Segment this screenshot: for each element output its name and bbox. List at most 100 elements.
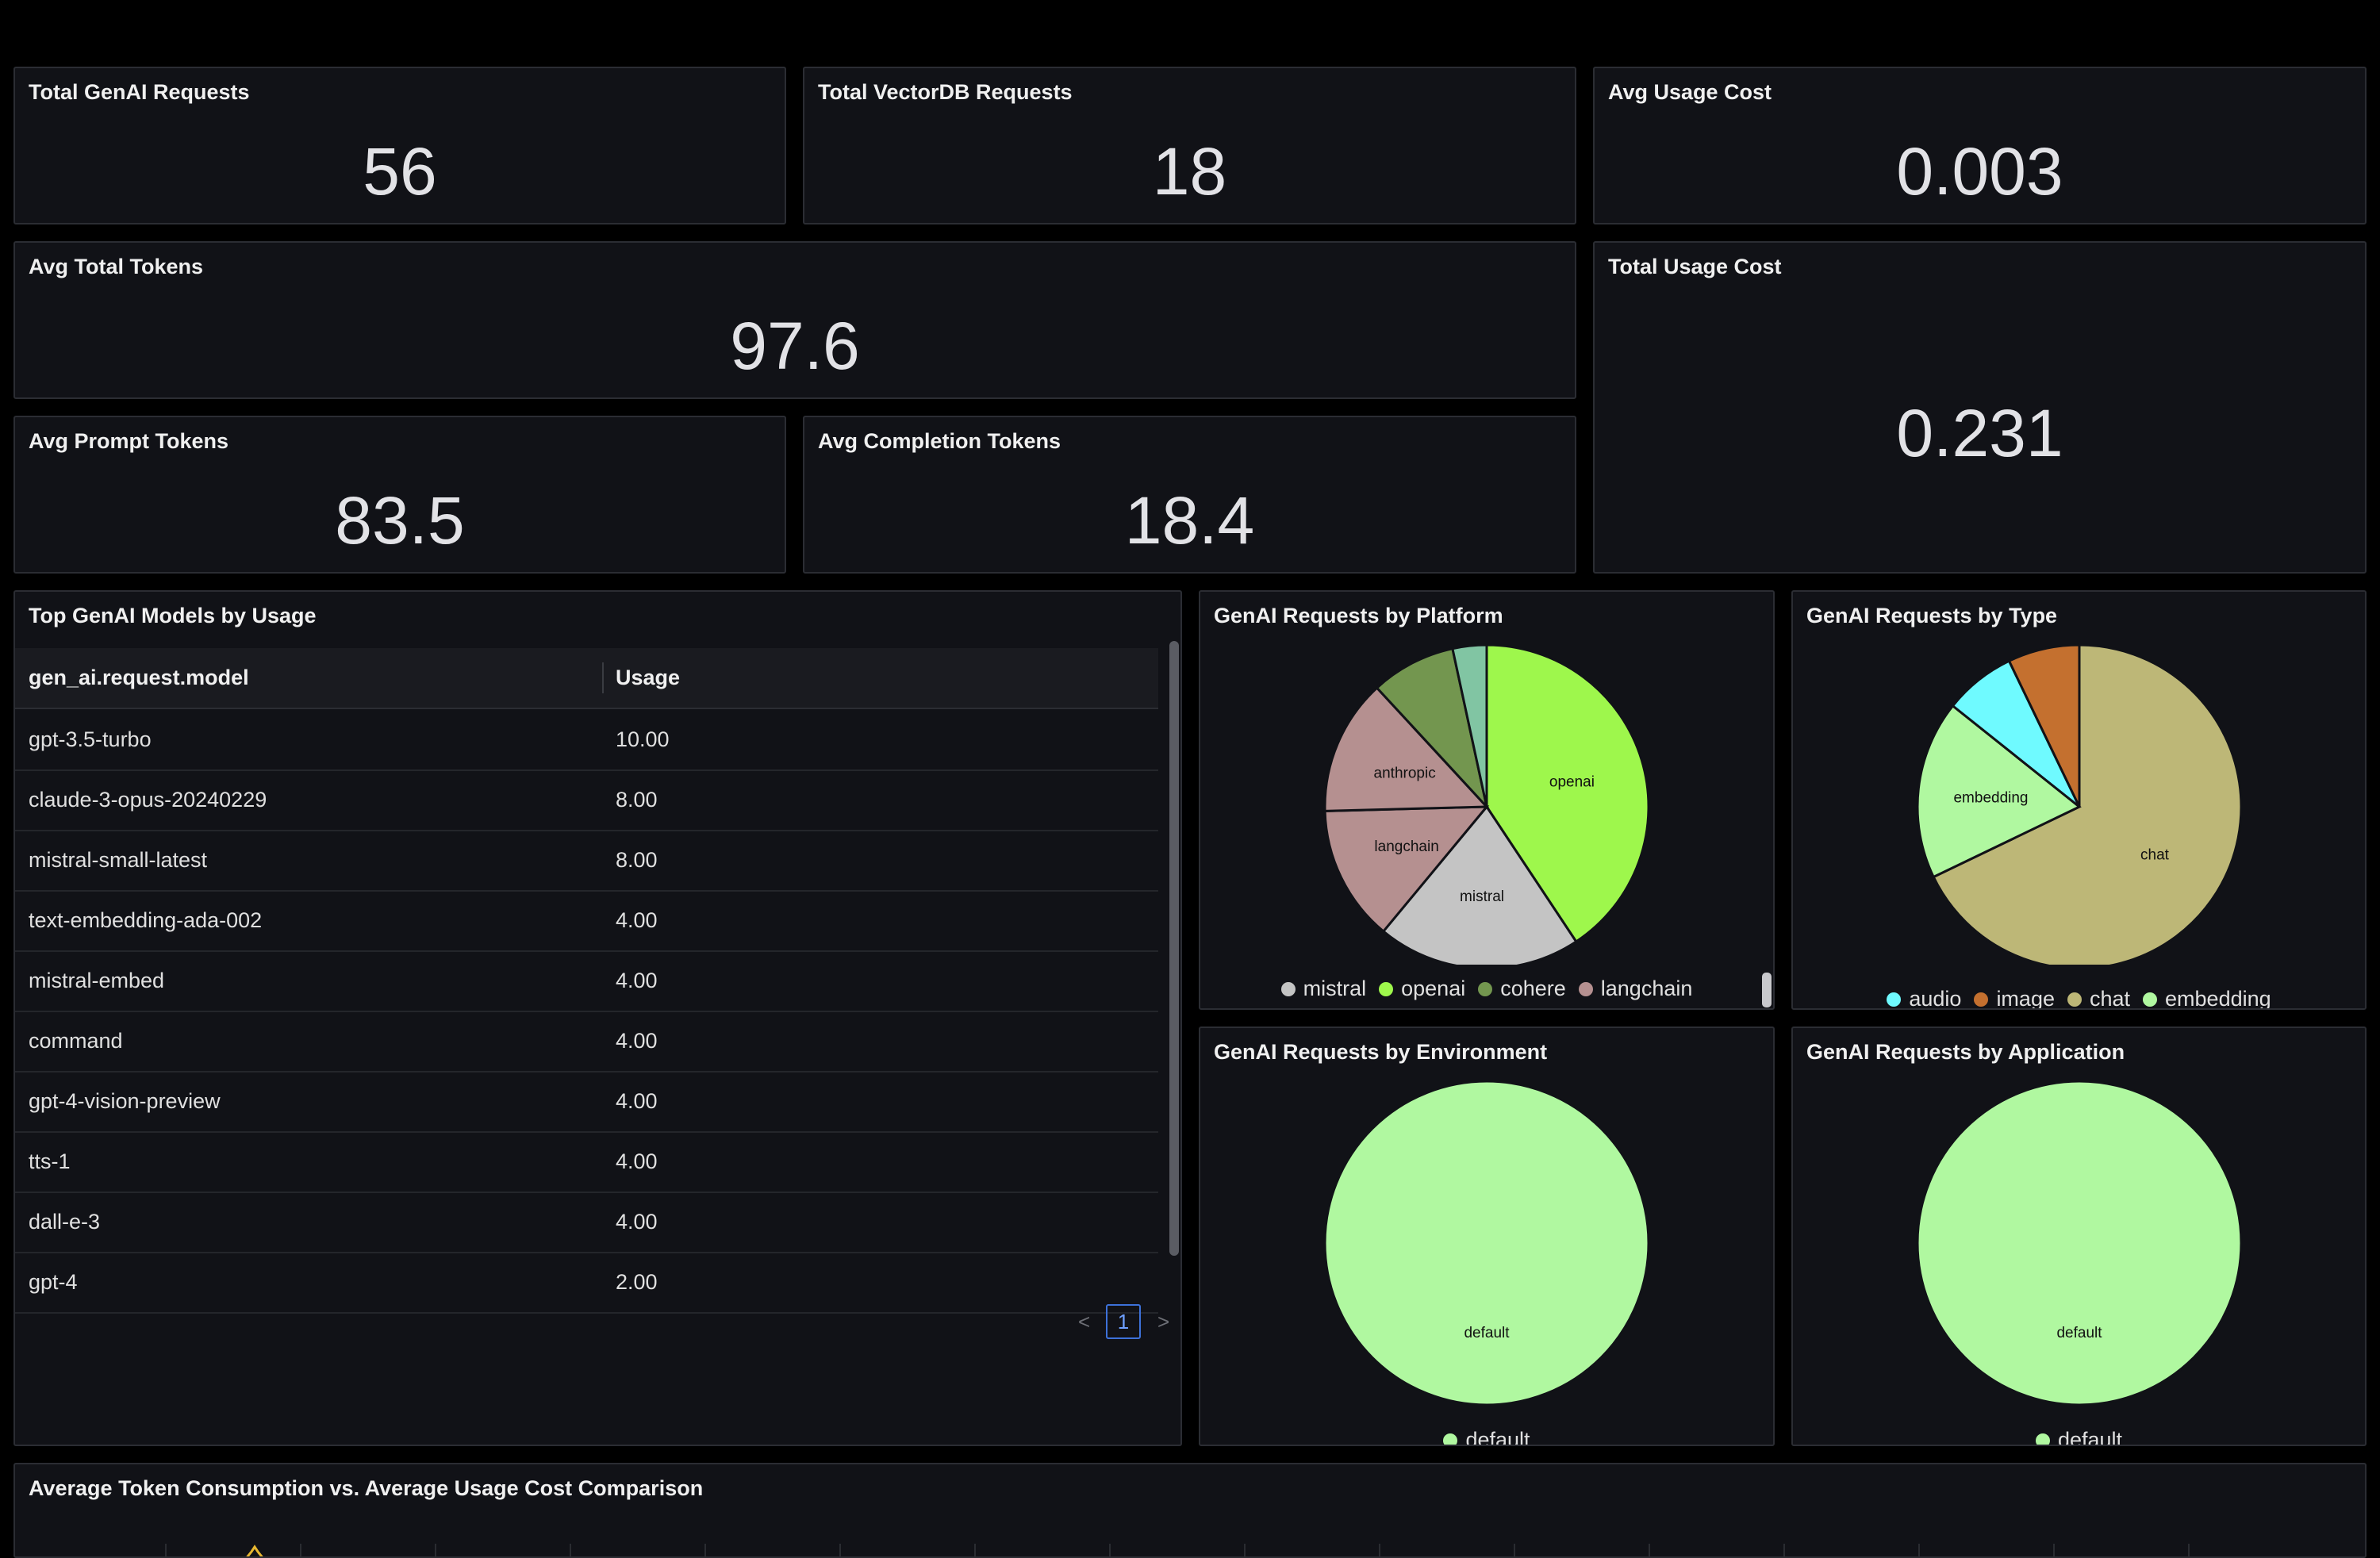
table-row[interactable]: command 4.00	[15, 1011, 1158, 1073]
legend-dot-icon	[1974, 992, 1989, 1007]
legend-dot-icon	[1379, 982, 1394, 996]
legend-item-cohere[interactable]: cohere	[1478, 977, 1566, 1001]
pie-slice-default[interactable]	[1323, 1080, 1650, 1406]
pie-slice-image[interactable]	[2007, 643, 2081, 808]
legend-item-default[interactable]: default	[2035, 1428, 2123, 1446]
cell-usage: 2.00	[616, 1270, 658, 1294]
cell-usage: 10.00	[616, 727, 670, 751]
pie-slice-other[interactable]	[1451, 643, 1488, 808]
pagination-prev-button[interactable]: <	[1078, 1310, 1091, 1334]
cell-usage: 4.00	[616, 1029, 658, 1053]
models-table: gen_ai.request.model Usage gpt-3.5-turbo…	[15, 648, 1158, 1346]
stat-panel-total-usage-cost: Total Usage Cost 0.231	[1593, 241, 2367, 574]
legend-dot-icon	[2067, 992, 2082, 1007]
table-row[interactable]: text-embedding-ada-002 4.00	[15, 890, 1158, 952]
legend-label: image	[1996, 987, 2055, 1010]
column-header-usage[interactable]: Usage	[616, 666, 681, 689]
table-row[interactable]: gpt-3.5-turbo 10.00	[15, 709, 1158, 771]
pie-slice-langchain[interactable]	[1323, 805, 1490, 934]
table-row[interactable]: mistral-embed 4.00	[15, 950, 1158, 1012]
pie-slice-cohere[interactable]	[1375, 647, 1489, 812]
pie-slice-embedding[interactable]	[1916, 704, 2082, 879]
legend-item-default[interactable]: default	[1443, 1428, 1530, 1446]
legend-label: default	[1465, 1428, 1530, 1446]
panel-title: GenAI Requests by Platform	[1214, 604, 1503, 627]
pie-slice-mistral[interactable]	[1381, 804, 1578, 965]
pie-slice-chat[interactable]	[1932, 643, 2243, 965]
legend-scrollbar[interactable]	[1762, 973, 1772, 1007]
comparison-chart-preview	[165, 1544, 2190, 1556]
application-pie-panel: GenAI Requests by Application default de…	[1791, 1027, 2367, 1446]
legend-dot-icon	[1578, 982, 1593, 996]
cell-usage: 4.00	[616, 1149, 658, 1173]
cell-usage: 4.00	[616, 1210, 658, 1234]
cell-model: text-embedding-ada-002	[29, 908, 263, 932]
environment-pie-panel: GenAI Requests by Environment default de…	[1199, 1027, 1775, 1446]
legend-label: chat	[2089, 987, 2131, 1010]
environment-legend: default	[1200, 1428, 1773, 1446]
application-legend: default	[1793, 1428, 2365, 1446]
cell-model: dall-e-3	[29, 1210, 101, 1234]
legend-label: default	[2057, 1428, 2123, 1446]
platform-legend: mistral openai cohere langchain	[1200, 977, 1773, 1001]
panel-title: Avg Prompt Tokens	[29, 429, 229, 453]
stat-value: 97.6	[730, 309, 860, 383]
legend-item-audio[interactable]: audio	[1887, 987, 1962, 1010]
legend-item-image[interactable]: image	[1974, 987, 2055, 1010]
table-row[interactable]: gpt-4-vision-preview 4.00	[15, 1071, 1158, 1133]
slice-label: mistral	[1460, 888, 1504, 905]
column-divider[interactable]	[602, 662, 604, 693]
cell-model: command	[29, 1029, 123, 1053]
top-models-table-panel: Top GenAI Models by Usage gen_ai.request…	[13, 590, 1182, 1446]
legend-item-mistral[interactable]: mistral	[1280, 977, 1366, 1001]
application-pie-chart: default	[1916, 1080, 2243, 1406]
cell-model: gpt-3.5-turbo	[29, 727, 152, 751]
pagination-page-button[interactable]: 1	[1106, 1304, 1141, 1339]
stat-panel-total-vectordb-requests: Total VectorDB Requests 18	[803, 67, 1576, 224]
table-row[interactable]: gpt-4 2.00	[15, 1252, 1158, 1314]
cell-model: gpt-4-vision-preview	[29, 1089, 221, 1113]
table-row[interactable]: claude-3-opus-20240229 8.00	[15, 769, 1158, 831]
stat-panel-avg-usage-cost: Avg Usage Cost 0.003	[1593, 67, 2367, 224]
legend-item-openai[interactable]: openai	[1379, 977, 1465, 1001]
stat-value: 0.003	[1896, 134, 2063, 209]
panel-title: Avg Total Tokens	[29, 255, 204, 278]
legend-label: openai	[1401, 977, 1466, 1000]
legend-dot-icon	[1478, 982, 1493, 996]
pie-slice-default[interactable]	[1916, 1080, 2243, 1406]
table-scrollbar[interactable]	[1169, 641, 1179, 1256]
type-legend: audio image chat embedding	[1793, 987, 2365, 1010]
pagination-next-button[interactable]: >	[1157, 1310, 1170, 1334]
cell-usage: 8.00	[616, 788, 658, 812]
legend-item-chat[interactable]: chat	[2067, 987, 2131, 1010]
stat-panel-avg-completion-tokens: Avg Completion Tokens 18.4	[803, 416, 1576, 574]
table-row[interactable]: dall-e-3 4.00	[15, 1192, 1158, 1253]
token-vs-cost-panel: Average Token Consumption vs. Average Us…	[13, 1463, 2367, 1558]
legend-dot-icon	[1280, 982, 1296, 996]
stat-panel-total-genai-requests: Total GenAI Requests 56	[13, 67, 786, 224]
slice-label: anthropic	[1374, 765, 1436, 781]
cell-usage: 4.00	[616, 969, 658, 992]
stat-value: 83.5	[335, 483, 465, 558]
type-pie-panel: GenAI Requests by Type chat embedding aud…	[1791, 590, 2367, 1010]
slice-label: openai	[1549, 774, 1595, 791]
cell-model: mistral-embed	[29, 969, 165, 992]
cell-model: tts-1	[29, 1149, 71, 1173]
legend-item-langchain[interactable]: langchain	[1578, 977, 1692, 1001]
table-row[interactable]: tts-1 4.00	[15, 1131, 1158, 1193]
panel-title: Avg Usage Cost	[1608, 80, 1772, 104]
cell-model: gpt-4	[29, 1270, 78, 1294]
stat-value: 0.231	[1896, 396, 2063, 470]
stat-value: 56	[363, 134, 437, 209]
legend-label: audio	[1909, 987, 1962, 1010]
platform-pie-chart: openai mistral langchain anthropic	[1323, 643, 1650, 965]
table-row[interactable]: mistral-small-latest 8.00	[15, 830, 1158, 892]
stat-value: 18	[1152, 134, 1227, 209]
panel-title: GenAI Requests by Type	[1806, 604, 2058, 627]
legend-dot-icon	[1443, 1433, 1458, 1445]
cell-usage: 4.00	[616, 1089, 658, 1113]
panel-title: Avg Completion Tokens	[818, 429, 1061, 453]
legend-item-embedding[interactable]: embedding	[2143, 987, 2271, 1008]
column-header-model[interactable]: gen_ai.request.model	[29, 666, 249, 689]
pie-slice-anthropic[interactable]	[1323, 685, 1490, 812]
